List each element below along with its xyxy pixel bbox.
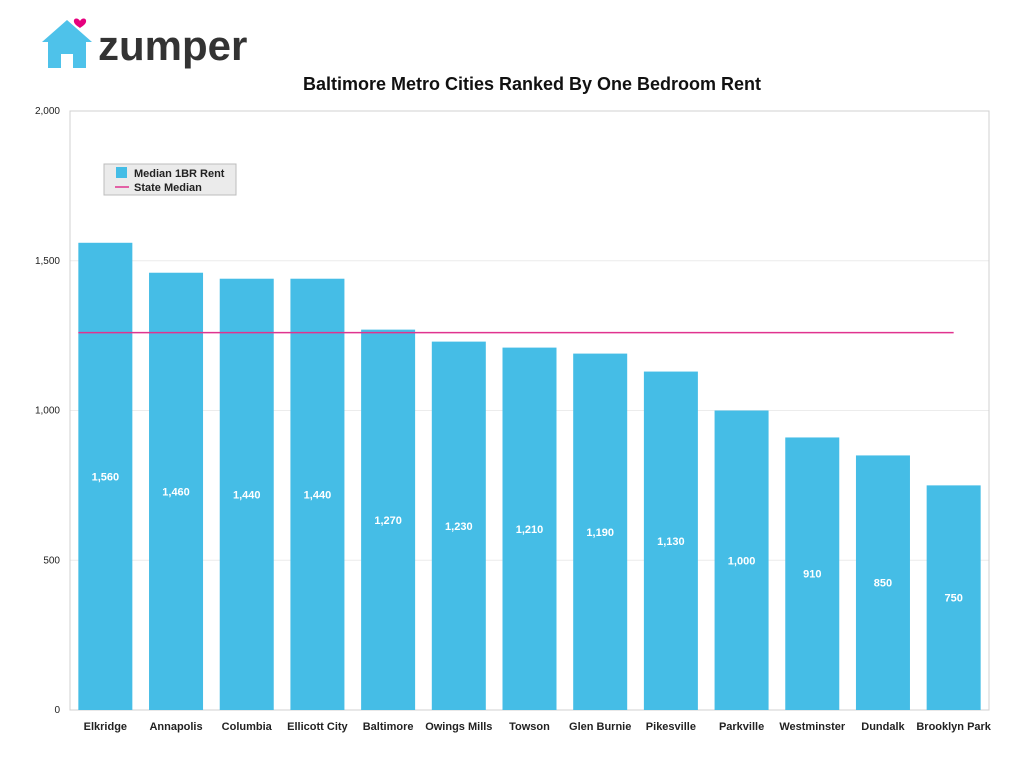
x-tick-label: Glen Burnie: [569, 721, 631, 733]
data-labels: 1,560 1,460 1,440 1,440 1,270 1,230 1,210 1,190…: [92, 471, 963, 604]
legend-label-state-median: State Median: [134, 182, 202, 194]
bar: [855, 455, 910, 710]
y-tick-label: 0: [54, 705, 60, 716]
y-tick-label: 1,500: [35, 256, 60, 267]
bar-value-label: 1,190: [586, 527, 614, 539]
bar-value-label: 850: [874, 578, 892, 590]
x-tick-label: Brooklyn Park: [916, 721, 991, 733]
y-tick-label: 2,000: [35, 106, 60, 117]
heart-icon: [73, 18, 87, 28]
x-tick-label: Owings Mills: [425, 721, 492, 733]
bar-value-label: 1,560: [92, 471, 120, 483]
x-tick-label: Annapolis: [149, 721, 202, 733]
x-tick-label: Pikesville: [646, 721, 696, 733]
category-labels: Elkridge Annapolis Columbia Ellicott City Ba…: [84, 721, 992, 733]
bar: [219, 278, 274, 710]
y-tick-label: 500: [43, 555, 60, 566]
brand-wordmark: zumper: [98, 22, 247, 69]
legend-label-median-rent: Median 1BR Rent: [134, 168, 225, 180]
x-tick-label: Elkridge: [84, 721, 127, 733]
bar-value-label: 1,440: [233, 489, 261, 501]
x-tick-label: Baltimore: [363, 721, 414, 733]
bar-value-label: 1,000: [728, 555, 756, 567]
legend: Median 1BR Rent State Median: [103, 163, 237, 196]
x-tick-label: Towson: [509, 721, 550, 733]
bar: [785, 437, 840, 710]
bar-value-label: 910: [803, 569, 821, 581]
bar: [149, 272, 204, 710]
y-axis-ticks: 0 500 1,000 1,500 2,000: [35, 106, 60, 716]
bar-value-label: 1,210: [516, 524, 544, 536]
x-tick-label: Parkville: [719, 721, 764, 733]
bars: [78, 242, 981, 710]
bar: [714, 410, 769, 710]
bar: [502, 347, 557, 710]
bar-value-label: 1,440: [304, 489, 332, 501]
zumper-logo: zumper: [42, 18, 247, 69]
y-tick-label: 1,000: [35, 406, 60, 417]
bar: [926, 485, 981, 710]
bar-value-label: 750: [944, 593, 962, 605]
chart-title: Baltimore Metro Cities Ranked By One Bed…: [302, 74, 762, 94]
x-tick-label: Westminster: [779, 721, 846, 733]
x-tick-label: Dundalk: [861, 721, 905, 733]
bar: [78, 242, 133, 710]
bar-value-label: 1,130: [657, 536, 685, 548]
bar-value-label: 1,230: [445, 521, 473, 533]
bar-value-label: 1,270: [374, 515, 402, 527]
bar-value-label: 1,460: [162, 486, 190, 498]
legend-swatch-median-rent: [116, 167, 127, 178]
x-tick-label: Ellicott City: [287, 721, 348, 733]
x-tick-label: Columbia: [222, 721, 273, 733]
bar: [290, 278, 345, 710]
bar: [643, 371, 698, 710]
bar: [361, 329, 416, 710]
house-icon: [42, 20, 92, 68]
bar: [431, 341, 486, 710]
bar: [573, 353, 628, 710]
